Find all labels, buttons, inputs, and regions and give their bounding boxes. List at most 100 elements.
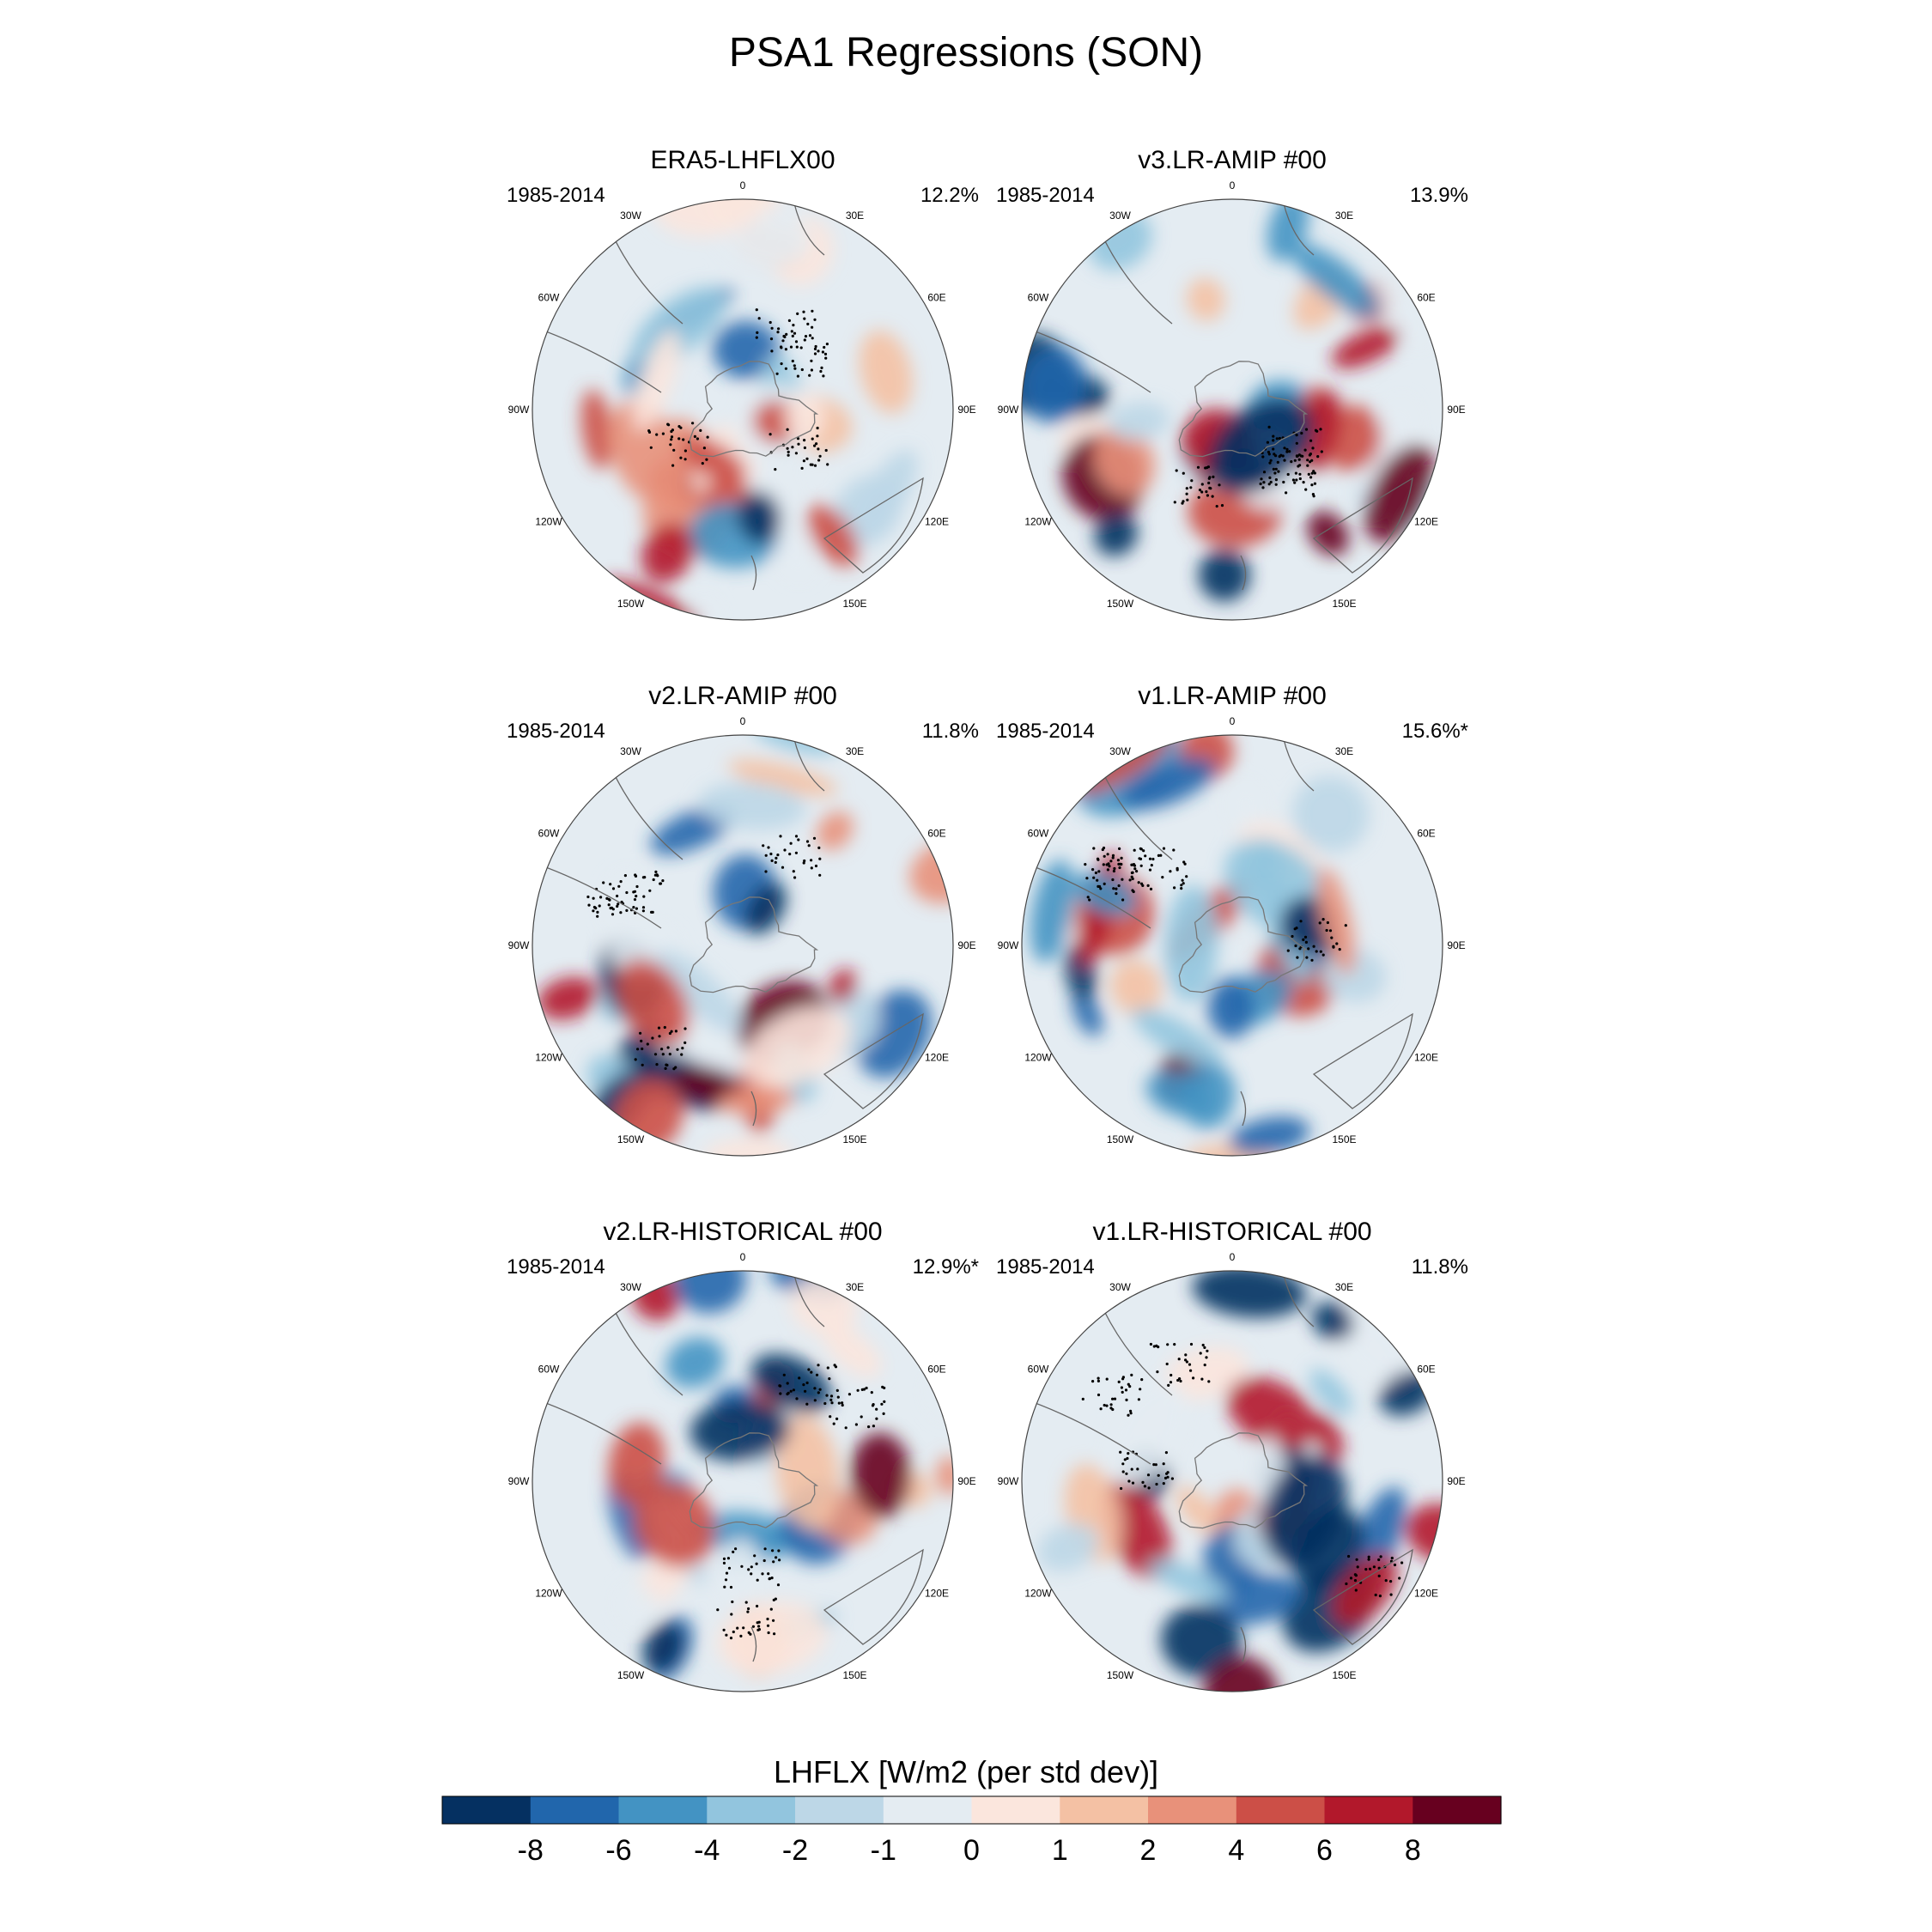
colorbar-tick-label: -1 [871, 1834, 896, 1867]
longitude-label: 150E [842, 598, 866, 610]
map-border [1021, 1270, 1443, 1692]
colorbar-tick-label: -2 [782, 1834, 808, 1867]
longitude-label: 60W [538, 1364, 560, 1376]
map-border [1021, 734, 1443, 1157]
continent-coastlines [536, 738, 924, 1127]
longitude-label: 90W [998, 404, 1019, 416]
anomaly-field [1022, 199, 1443, 602]
longitude-label: 0 [1230, 715, 1236, 727]
longitude-label: 120E [1414, 516, 1438, 528]
colorbar-tick-label: 4 [1228, 1834, 1244, 1867]
longitude-label: 180 [734, 1699, 751, 1700]
longitude-label: 30W [620, 745, 641, 757]
longitude-label: 90E [1447, 939, 1465, 951]
panel-percent: 13.9% [1409, 184, 1468, 207]
longitude-label: 120E [925, 516, 949, 528]
colorbar-bin [530, 1796, 620, 1824]
colorbar-tick-label: 0 [963, 1834, 980, 1867]
longitude-label: 180 [734, 1163, 751, 1164]
panel-percent: 11.8% [921, 720, 979, 743]
polar-map: 0 30E 60E 90E 120E 150E 180 150W 120W 90W 60W 30W [508, 179, 976, 629]
map-panel: 0 30E 60E 90E 120E 150E 180 150W 120W 90W 60W 30W v2… [477, 682, 1009, 1165]
longitude-label: 90W [998, 1475, 1019, 1487]
polar-map: 0 30E 60E 90E 120E 150E 180 150W 120W 90W 60W 30W [508, 1251, 976, 1700]
longitude-label: 60E [1417, 1364, 1435, 1376]
longitude-label: 90E [1447, 1475, 1465, 1487]
antarctica-coastline [689, 361, 819, 458]
polar-map: 0 30E 60E 90E 120E 150E 180 150W 120W 90W 60W 30W [998, 1251, 1466, 1700]
colorbar-tick-label: 8 [1405, 1834, 1421, 1867]
longitude-label: 30E [1335, 745, 1353, 757]
panel-percent: 11.8% [1411, 1255, 1468, 1279]
panel-percent: 12.2% [920, 184, 979, 207]
polar-map: 0 30E 60E 90E 120E 150E 180 150W 120W 90W 60W 30W [998, 715, 1466, 1164]
continent-coastlines [536, 203, 924, 591]
longitude-label: 150W [617, 1669, 645, 1681]
panel-years: 1985-2014 [996, 720, 1095, 743]
significance-stippling [647, 308, 829, 471]
polar-map: 0 30E 60E 90E 120E 150E 180 150W 120W 90W 60W 30W [508, 715, 976, 1164]
colorbar-outline [441, 1795, 1502, 1825]
continent-coastlines [536, 1274, 924, 1662]
colorbar-bin [1148, 1796, 1237, 1824]
colorbar-bin [1324, 1796, 1413, 1824]
map-panel: 0 30E 60E 90E 120E 150E 180 150W 120W 90W 60W 30W v1… [966, 1218, 1498, 1701]
panel-years: 1985-2014 [507, 1255, 605, 1279]
colorbar-bin [1413, 1796, 1502, 1824]
longitude-label: 30W [1109, 745, 1131, 757]
anomaly-field [1030, 735, 1387, 1156]
longitude-label: 30W [1109, 210, 1131, 222]
significance-stippling [716, 1364, 886, 1640]
longitude-label: 60E [1417, 292, 1435, 304]
longitude-label: 60E [927, 1364, 945, 1376]
longitude-label: 0 [740, 1251, 746, 1263]
longitude-label: 30W [620, 1281, 641, 1293]
figure-title: PSA1 Regressions (SON) [728, 30, 1204, 76]
longitude-label: 150W [1107, 1669, 1134, 1681]
panel-title: v3.LR-AMIP #00 [1138, 146, 1327, 174]
longitude-label: 150E [842, 1133, 866, 1145]
colorbar-tick-label: 1 [1052, 1834, 1068, 1867]
longitude-label: 60E [927, 828, 945, 840]
longitude-label: 0 [740, 715, 746, 727]
anomaly-field [607, 1271, 953, 1681]
colorbar-bin [707, 1796, 796, 1824]
map-border [532, 198, 954, 621]
longitude-label: 30E [1335, 1281, 1353, 1293]
longitude-label: 120E [925, 1052, 949, 1064]
longitude-label: 150W [1107, 1133, 1134, 1145]
longitude-label: 150E [1332, 1669, 1356, 1681]
longitude-label: 120E [1414, 1588, 1438, 1600]
longitude-label: 30E [846, 1281, 864, 1293]
longitude-label: 0 [1230, 179, 1236, 191]
colorbar-tick-label: 2 [1140, 1834, 1157, 1867]
longitude-label: 30E [1335, 210, 1353, 222]
longitude-label: 0 [740, 179, 746, 191]
panel-percent: 12.9%* [912, 1255, 979, 1279]
panel-years: 1985-2014 [507, 720, 605, 743]
colorbar-bin [883, 1796, 973, 1824]
longitude-label: 120W [535, 516, 562, 528]
longitude-label: 150W [617, 1133, 645, 1145]
longitude-label: 90W [508, 1475, 530, 1487]
panel-percent: 15.6%* [1401, 720, 1468, 743]
map-panel: 0 30E 60E 90E 120E 150E 180 150W 120W 90W 60W 30W v2… [477, 1218, 1009, 1701]
panel-title: v1.LR-HISTORICAL #00 [1092, 1218, 1372, 1246]
longitude-label: 90E [957, 939, 975, 951]
longitude-label: 60W [538, 828, 560, 840]
longitude-label: 30E [846, 745, 864, 757]
panel-title: v2.LR-AMIP #00 [648, 682, 837, 710]
map-border [532, 734, 954, 1157]
longitude-label: 60E [1417, 828, 1435, 840]
colorbar-tick-label: -6 [605, 1834, 631, 1867]
panel-title: ERA5-LHFLX00 [650, 146, 835, 174]
antarctica-coastline [1178, 361, 1309, 458]
antarctica-coastline [689, 1432, 819, 1529]
antarctica-coastline [689, 896, 819, 993]
longitude-label: 150E [1332, 598, 1356, 610]
colorbar-tick-label: -4 [694, 1834, 720, 1867]
panel-title: v2.LR-HISTORICAL #00 [603, 1218, 883, 1246]
panel-years: 1985-2014 [507, 184, 605, 207]
longitude-label: 0 [1230, 1251, 1236, 1263]
